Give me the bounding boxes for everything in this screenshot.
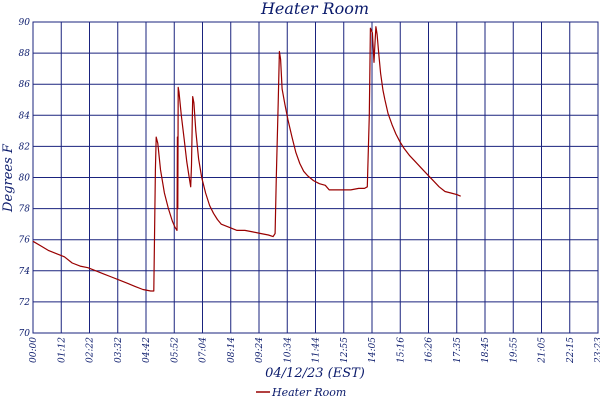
chart-title: Heater Room bbox=[260, 0, 369, 18]
y-tick-label: 82 bbox=[19, 142, 31, 152]
y-tick-label: 90 bbox=[19, 18, 31, 28]
x-tick-label: 15:16 bbox=[396, 337, 406, 363]
y-tick-label: 72 bbox=[19, 298, 31, 308]
x-tick-label: 18:45 bbox=[481, 337, 491, 363]
y-tick-label: 84 bbox=[19, 111, 31, 121]
y-tick-label: 88 bbox=[19, 49, 31, 59]
y-tick-label: 78 bbox=[19, 205, 31, 215]
x-tick-label: 08:14 bbox=[227, 337, 237, 363]
y-tick-label: 74 bbox=[19, 267, 31, 277]
y-axis-label: Degrees F bbox=[1, 143, 16, 213]
x-tick-label: 00:00 bbox=[29, 337, 39, 363]
x-tick-label: 07:04 bbox=[199, 337, 209, 363]
series-layer bbox=[32, 26, 461, 292]
x-tick-label: 22:15 bbox=[566, 337, 576, 364]
x-tick-label: 21:05 bbox=[538, 337, 548, 364]
x-tick-labels: 00:00 01:12 02:22 03:32 04:42 05:52 07:04 08:14… bbox=[29, 337, 600, 364]
x-tick-label: 10:34 bbox=[283, 337, 293, 363]
y-tick-label: 70 bbox=[19, 329, 31, 339]
x-tick-label: 04:42 bbox=[142, 337, 152, 363]
x-tick-label: 23:23 bbox=[594, 337, 600, 364]
x-tick-label: 16:26 bbox=[425, 337, 435, 363]
x-tick-label: 14:05 bbox=[368, 337, 378, 363]
x-tick-label: 09:24 bbox=[255, 337, 265, 363]
x-tick-label: 05:52 bbox=[170, 337, 180, 363]
x-tick-label: 01:12 bbox=[57, 337, 67, 363]
series-line bbox=[32, 26, 461, 292]
x-tick-label: 02:22 bbox=[86, 337, 96, 363]
x-axis-label: 04/12/23 (EST) bbox=[265, 366, 365, 381]
x-tick-label: 19:55 bbox=[509, 337, 519, 363]
y-tick-label: 80 bbox=[19, 174, 31, 184]
x-tick-label: 17:35 bbox=[453, 337, 463, 363]
x-tick-label: 03:32 bbox=[114, 337, 124, 363]
grid bbox=[32, 21, 599, 334]
y-tick-label: 86 bbox=[19, 80, 31, 90]
legend: Heater Room bbox=[256, 386, 346, 399]
y-tick-label: 76 bbox=[19, 236, 31, 246]
x-tick-label: 11:44 bbox=[312, 337, 322, 363]
legend-label: Heater Room bbox=[271, 386, 346, 399]
x-tick-label: 12:55 bbox=[340, 337, 350, 363]
y-tick-labels: 70 72 74 76 78 80 82 84 86 88 90 bbox=[19, 18, 31, 339]
